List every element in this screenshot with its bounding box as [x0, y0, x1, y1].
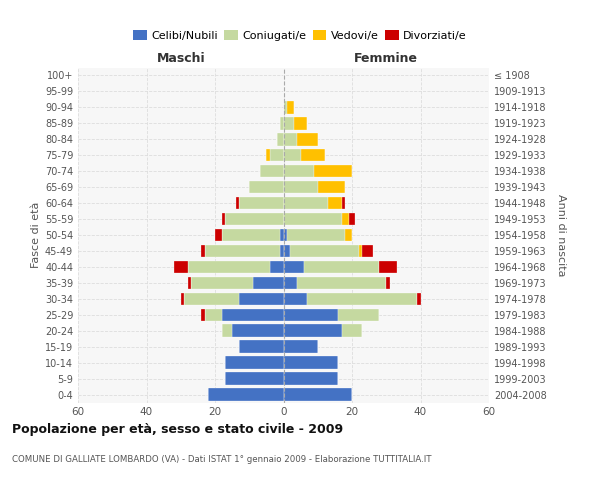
- Y-axis label: Fasce di età: Fasce di età: [31, 202, 41, 268]
- Bar: [345, 229, 352, 241]
- Bar: [318, 181, 345, 194]
- Bar: [239, 292, 284, 305]
- Bar: [270, 260, 284, 273]
- Bar: [284, 276, 297, 289]
- Bar: [205, 244, 280, 257]
- Bar: [239, 197, 284, 209]
- Bar: [284, 356, 338, 369]
- Bar: [342, 197, 345, 209]
- Text: COMUNE DI GALLIATE LOMBARDO (VA) - Dati ISTAT 1° gennaio 2009 - Elaborazione TUT: COMUNE DI GALLIATE LOMBARDO (VA) - Dati …: [12, 455, 431, 464]
- Bar: [266, 149, 270, 162]
- Bar: [184, 292, 239, 305]
- Bar: [260, 165, 284, 177]
- Bar: [297, 133, 318, 145]
- Bar: [280, 229, 284, 241]
- Text: Femmine: Femmine: [354, 52, 418, 65]
- Bar: [232, 324, 284, 337]
- Bar: [301, 149, 325, 162]
- Bar: [284, 165, 314, 177]
- Bar: [181, 292, 184, 305]
- Bar: [284, 133, 297, 145]
- Bar: [342, 213, 349, 226]
- Bar: [277, 133, 284, 145]
- Bar: [225, 356, 284, 369]
- Bar: [284, 181, 318, 194]
- Bar: [280, 244, 284, 257]
- Bar: [284, 372, 338, 385]
- Text: Popolazione per età, sesso e stato civile - 2009: Popolazione per età, sesso e stato civil…: [12, 422, 343, 436]
- Bar: [222, 229, 280, 241]
- Bar: [284, 292, 307, 305]
- Bar: [222, 213, 225, 226]
- Bar: [338, 308, 379, 321]
- Text: Maschi: Maschi: [157, 52, 205, 65]
- Bar: [379, 260, 397, 273]
- Bar: [328, 197, 342, 209]
- Y-axis label: Anni di nascita: Anni di nascita: [556, 194, 566, 276]
- Bar: [386, 276, 389, 289]
- Bar: [342, 324, 362, 337]
- Bar: [202, 244, 205, 257]
- Bar: [284, 229, 287, 241]
- Bar: [284, 388, 352, 400]
- Bar: [253, 276, 284, 289]
- Bar: [290, 244, 359, 257]
- Bar: [222, 324, 232, 337]
- Bar: [239, 340, 284, 353]
- Bar: [284, 117, 294, 130]
- Bar: [208, 388, 284, 400]
- Bar: [284, 149, 301, 162]
- Bar: [294, 117, 307, 130]
- Bar: [297, 276, 386, 289]
- Bar: [188, 260, 270, 273]
- Legend: Celibi/Nubili, Coniugati/e, Vedovi/e, Divorziati/e: Celibi/Nubili, Coniugati/e, Vedovi/e, Di…: [129, 26, 471, 45]
- Bar: [284, 101, 287, 114]
- Bar: [284, 213, 342, 226]
- Bar: [314, 165, 352, 177]
- Bar: [284, 324, 342, 337]
- Bar: [174, 260, 188, 273]
- Bar: [225, 213, 284, 226]
- Bar: [270, 149, 284, 162]
- Bar: [362, 244, 373, 257]
- Bar: [188, 276, 191, 289]
- Bar: [280, 117, 284, 130]
- Bar: [205, 308, 222, 321]
- Bar: [284, 308, 338, 321]
- Bar: [202, 308, 205, 321]
- Bar: [349, 213, 355, 226]
- Bar: [284, 244, 290, 257]
- Bar: [225, 372, 284, 385]
- Bar: [359, 244, 362, 257]
- Bar: [417, 292, 421, 305]
- Bar: [215, 229, 222, 241]
- Bar: [284, 340, 318, 353]
- Bar: [236, 197, 239, 209]
- Bar: [284, 197, 328, 209]
- Bar: [249, 181, 284, 194]
- Bar: [304, 260, 379, 273]
- Bar: [191, 276, 253, 289]
- Bar: [222, 308, 284, 321]
- Bar: [307, 292, 417, 305]
- Bar: [287, 229, 345, 241]
- Bar: [287, 101, 294, 114]
- Bar: [284, 260, 304, 273]
